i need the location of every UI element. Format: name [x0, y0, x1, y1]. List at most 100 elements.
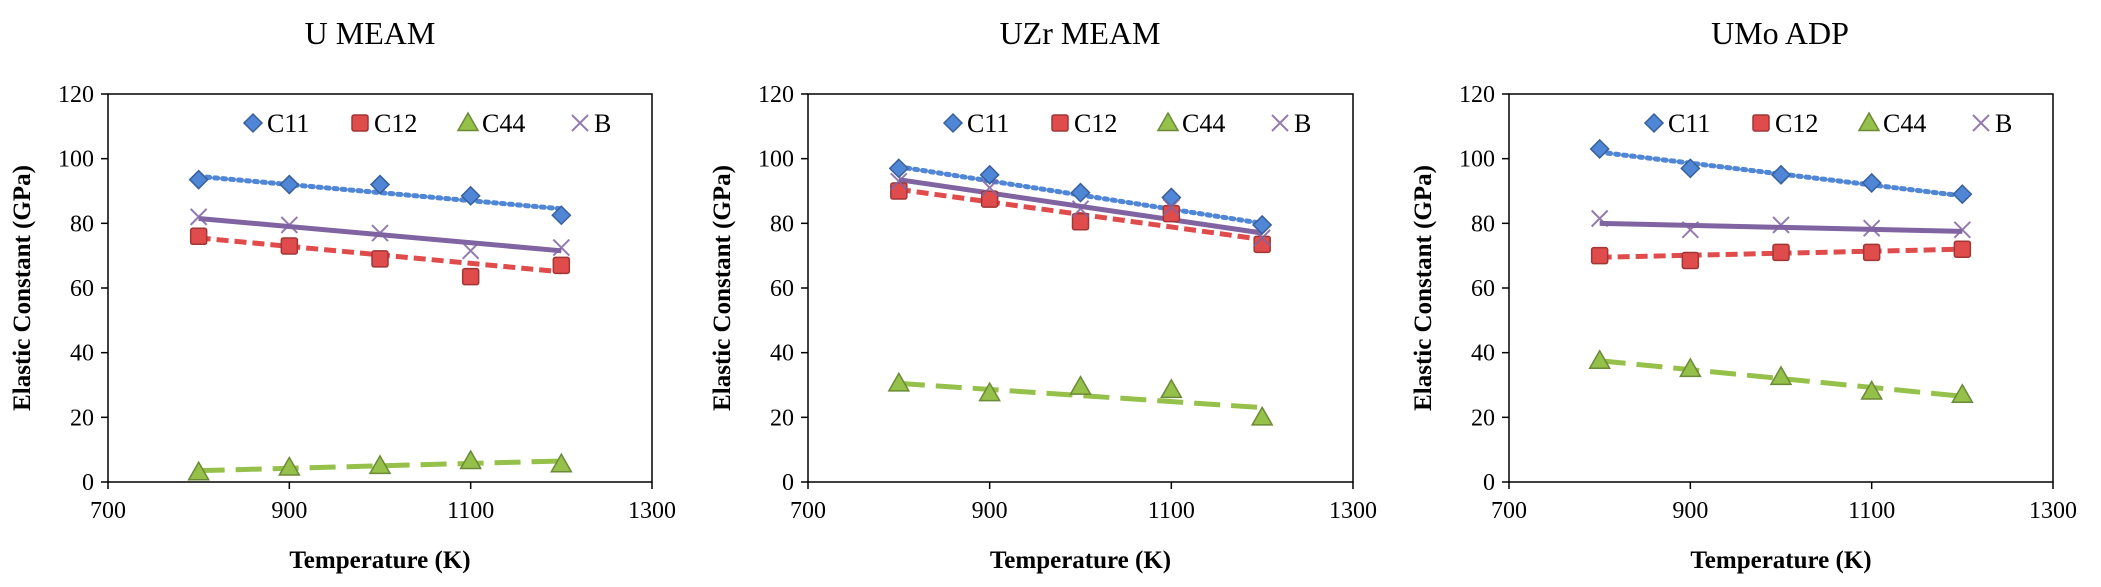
data-point-c11 — [1161, 187, 1182, 208]
x-tick-label: 900 — [1672, 498, 1708, 524]
data-point-c44 — [459, 449, 482, 470]
legend-label-c11: C11 — [267, 109, 309, 138]
data-point-c11 — [1070, 182, 1091, 203]
chart-title: UZr MEAM — [1000, 15, 1161, 51]
trendline-b — [1599, 220, 1963, 234]
data-point-c12 — [1590, 246, 1609, 265]
data-point-c44 — [550, 452, 573, 473]
x-axis-label: Temperature (K) — [990, 547, 1171, 574]
trendline-b — [898, 177, 1263, 236]
data-point-b — [552, 238, 571, 257]
x-tick-label: 700 — [1491, 498, 1527, 524]
data-point-c44 — [187, 460, 210, 481]
data-point-c12 — [1071, 212, 1090, 231]
data-point-c11 — [1680, 158, 1701, 179]
trendline-c44 — [898, 380, 1263, 411]
trendline-c44 — [198, 458, 562, 474]
data-point-c44 — [1769, 365, 1793, 386]
legend-marker-c12 — [1752, 114, 1770, 132]
data-point-c12 — [1162, 204, 1181, 223]
y-tick-label: 100 — [758, 147, 794, 173]
data-point-b — [371, 224, 389, 242]
x-tick-label: 900 — [271, 498, 307, 524]
x-tick-label: 700 — [90, 498, 126, 524]
legend-marker-b — [571, 114, 589, 132]
data-point-c11 — [1589, 138, 1610, 160]
trendline-b — [198, 215, 562, 254]
y-tick-label: 80 — [770, 211, 794, 237]
x-tick-label: 900 — [972, 498, 1008, 524]
y-tick-label: 20 — [770, 405, 794, 431]
x-tick-label: 1100 — [1148, 498, 1195, 524]
legend-marker-b — [1972, 114, 1990, 132]
data-point-c12 — [1862, 243, 1881, 262]
data-point-c11 — [279, 174, 300, 195]
data-point-b — [890, 172, 908, 191]
x-tick-label: 1100 — [447, 498, 494, 524]
data-point-c44 — [978, 381, 1001, 402]
legend-marker-c44 — [456, 111, 480, 132]
data-point-c11 — [460, 185, 481, 206]
data-point-b — [1162, 198, 1181, 216]
data-point-c12 — [189, 227, 208, 246]
legend-label-c12: C12 — [374, 109, 417, 138]
chart-title: U MEAM — [305, 15, 436, 51]
data-point-b — [280, 216, 299, 234]
legend-label-b: B — [1995, 109, 2012, 138]
legend-marker-c11 — [942, 112, 964, 134]
data-point-b — [1862, 219, 1881, 237]
y-tick-label: 0 — [782, 470, 794, 496]
data-point-c12 — [280, 237, 299, 255]
data-point-c11 — [1861, 172, 1882, 193]
chart-panel: UZr MEAM 0 20 40 60 80 100 120 700 900 1100 1300 Tem… — [709, 15, 1377, 574]
x-tick-label: 700 — [790, 498, 826, 524]
data-point-c11 — [188, 169, 209, 190]
y-tick-label: 40 — [1471, 341, 1495, 367]
y-tick-label: 40 — [70, 341, 94, 367]
y-tick-label: 100 — [58, 147, 94, 173]
legend-marker-c44 — [1156, 111, 1180, 132]
data-point-b — [1772, 216, 1790, 234]
data-point-c44 — [368, 454, 392, 475]
y-tick-label: 60 — [70, 276, 94, 302]
data-point-c44 — [887, 371, 911, 392]
data-point-b — [1253, 229, 1271, 247]
y-tick-label: 20 — [70, 405, 94, 431]
legend-label-c44: C44 — [482, 109, 525, 138]
y-axis-label: Elastic Constant (GPa) — [1410, 165, 1437, 411]
x-tick-label: 1300 — [628, 498, 676, 524]
legend-marker-c44 — [1857, 111, 1881, 132]
data-point-b — [980, 179, 999, 197]
legend-label-b: B — [1294, 109, 1311, 138]
data-point-c12 — [890, 182, 908, 200]
y-tick-label: 120 — [758, 82, 794, 108]
data-point-c44 — [1069, 375, 1092, 395]
data-point-c12 — [1772, 243, 1790, 262]
data-point-c44 — [1588, 349, 1611, 369]
data-point-c12 — [980, 190, 999, 208]
legend-label-b: B — [594, 109, 611, 138]
data-point-c11 — [1952, 184, 1973, 205]
chart-title: UMo ADP — [1711, 15, 1849, 51]
x-tick-label: 1300 — [1329, 498, 1377, 524]
y-axis-label: Elastic Constant (GPa) — [709, 165, 736, 411]
y-axis-label: Elastic Constant (GPa) — [9, 165, 36, 411]
chart-panel: U MEAM 0 20 40 60 80 100 120 700 900 1100 1300 Tempe… — [9, 15, 676, 574]
data-point-c44 — [1951, 383, 1974, 403]
x-axis-label: Temperature (K) — [1690, 547, 1871, 574]
trendline-c44 — [1599, 358, 1963, 399]
legend-marker-c12 — [351, 114, 369, 132]
y-tick-label: 20 — [1471, 405, 1495, 431]
data-point-c11 — [1252, 214, 1273, 236]
data-point-b — [1071, 200, 1090, 218]
data-point-c44 — [1679, 357, 1702, 378]
data-point-c44 — [278, 455, 301, 476]
data-point-c11 — [369, 174, 391, 195]
data-point-c12 — [552, 256, 571, 275]
chart-panel: UMo ADP 0 20 40 60 80 100 120 700 900 1100 1300 Temp… — [1410, 15, 2077, 574]
data-point-c12 — [1253, 235, 1271, 254]
legend-marker-c11 — [1643, 112, 1665, 134]
data-point-c12 — [1953, 240, 1972, 258]
legend-label-c44: C44 — [1182, 109, 1225, 138]
